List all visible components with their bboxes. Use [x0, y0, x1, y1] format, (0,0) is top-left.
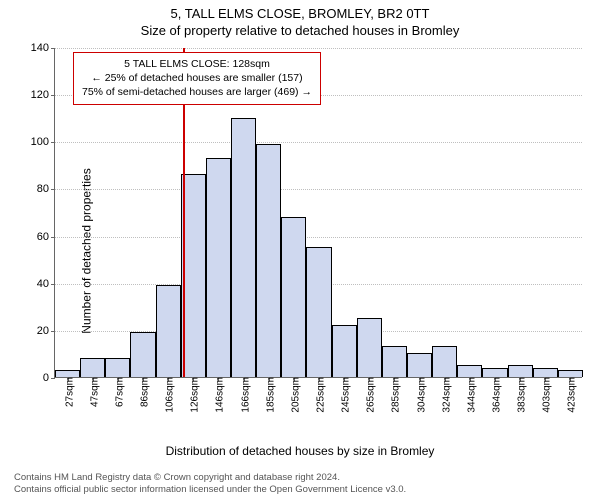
- attribution-footer: Contains HM Land Registry data © Crown c…: [14, 472, 406, 496]
- x-tick-label: 245sqm: [337, 377, 352, 413]
- x-tick-label: 86sqm: [136, 377, 151, 407]
- x-tick-label: 265sqm: [362, 377, 377, 413]
- annotation-line: 5 TALL ELMS CLOSE: 128sqm: [82, 57, 312, 71]
- histogram-bar: [332, 325, 357, 377]
- gridline: [55, 142, 582, 143]
- histogram-bar: [533, 368, 558, 377]
- x-tick-label: 185sqm: [261, 377, 276, 413]
- x-axis-label: Distribution of detached houses by size …: [0, 444, 600, 458]
- x-tick-label: 166sqm: [236, 377, 251, 413]
- y-tick-mark: [51, 189, 55, 190]
- histogram-bar: [256, 144, 281, 377]
- chart-area: Number of detached properties 0204060801…: [0, 42, 600, 460]
- histogram-bar: [382, 346, 407, 377]
- x-tick-label: 146sqm: [211, 377, 226, 413]
- x-tick-label: 344sqm: [462, 377, 477, 413]
- histogram-bar: [130, 332, 155, 377]
- histogram-bar: [357, 318, 382, 377]
- x-tick-label: 27sqm: [60, 377, 75, 407]
- y-tick-mark: [51, 284, 55, 285]
- gridline: [55, 189, 582, 190]
- y-tick-mark: [51, 331, 55, 332]
- x-tick-label: 126sqm: [186, 377, 201, 413]
- footer-line-2: Contains official public sector informat…: [14, 484, 406, 496]
- x-tick-label: 47sqm: [85, 377, 100, 407]
- chart-subtitle: Size of property relative to detached ho…: [0, 21, 600, 42]
- x-tick-label: 423sqm: [563, 377, 578, 413]
- y-tick-mark: [51, 48, 55, 49]
- x-tick-label: 205sqm: [286, 377, 301, 413]
- x-tick-label: 324sqm: [437, 377, 452, 413]
- histogram-bar: [432, 346, 457, 377]
- x-tick-label: 364sqm: [488, 377, 503, 413]
- histogram-bar: [105, 358, 130, 377]
- histogram-bar: [482, 368, 507, 377]
- gridline: [55, 237, 582, 238]
- x-tick-label: 285sqm: [387, 377, 402, 413]
- histogram-bar: [156, 285, 181, 377]
- address-line: 5, TALL ELMS CLOSE, BROMLEY, BR2 0TT: [0, 0, 600, 21]
- x-tick-label: 403sqm: [538, 377, 553, 413]
- histogram-bar: [508, 365, 533, 377]
- footer-line-1: Contains HM Land Registry data © Crown c…: [14, 472, 406, 484]
- annotation-box: 5 TALL ELMS CLOSE: 128sqm← 25% of detach…: [73, 52, 321, 105]
- histogram-bar: [231, 118, 256, 377]
- histogram-bar: [407, 353, 432, 377]
- histogram-bar: [558, 370, 583, 377]
- x-tick-label: 383sqm: [513, 377, 528, 413]
- x-tick-label: 304sqm: [412, 377, 427, 413]
- y-tick-mark: [51, 95, 55, 96]
- histogram-bar: [80, 358, 105, 377]
- y-tick-mark: [51, 237, 55, 238]
- gridline: [55, 48, 582, 49]
- x-tick-label: 67sqm: [110, 377, 125, 407]
- annotation-line: 75% of semi-detached houses are larger (…: [82, 85, 312, 99]
- y-tick-mark: [51, 142, 55, 143]
- x-tick-label: 106sqm: [161, 377, 176, 413]
- x-tick-label: 225sqm: [312, 377, 327, 413]
- plot-region: 02040608010012014027sqm47sqm67sqm86sqm10…: [54, 48, 582, 378]
- y-tick-mark: [51, 378, 55, 379]
- histogram-bar: [306, 247, 331, 377]
- histogram-bar: [55, 370, 80, 377]
- annotation-line: ← 25% of detached houses are smaller (15…: [82, 71, 312, 85]
- histogram-bar: [457, 365, 482, 377]
- histogram-bar: [281, 217, 306, 377]
- histogram-bar: [206, 158, 231, 377]
